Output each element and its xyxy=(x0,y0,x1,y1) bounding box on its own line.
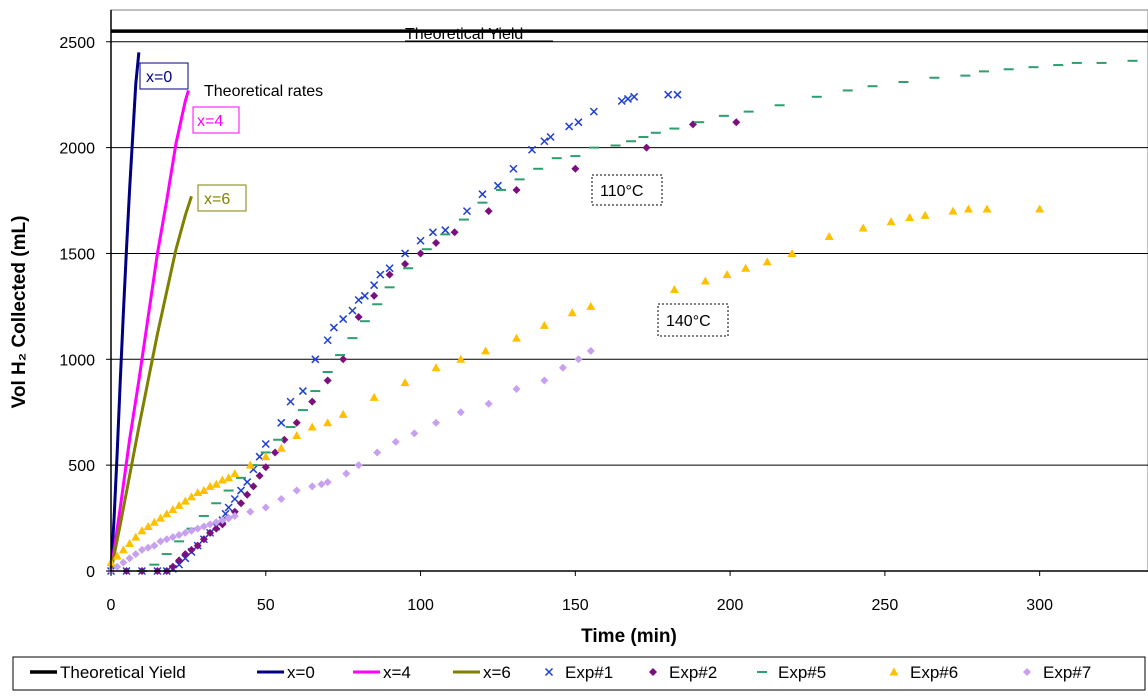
y-tick-label: 1000 xyxy=(59,352,95,369)
temp-110-label: 110°C xyxy=(600,183,643,200)
x-tick-label: 0 xyxy=(107,597,116,614)
theoretical-yield-label: Theoretical Yield xyxy=(405,26,523,43)
x-axis-title: Time (min) xyxy=(581,626,677,647)
legend: Theoretical Yield x=0 x=4 x=6 Exp#1 Exp#2 Exp#… xyxy=(13,657,1145,690)
x0-label: x=0 xyxy=(146,69,172,86)
legend-label: Exp#7 xyxy=(1043,663,1091,682)
y-tick-label: 2000 xyxy=(59,141,95,158)
y-tick-label: 1500 xyxy=(59,246,95,263)
x4-label: x=4 xyxy=(197,113,223,130)
legend-label: Exp#2 xyxy=(669,663,717,682)
x-tick-label: 100 xyxy=(407,597,434,614)
legend-label: x=0 xyxy=(287,663,315,682)
legend-label: Exp#5 xyxy=(778,663,826,682)
theoretical-rates-label: Theoretical rates xyxy=(204,83,323,100)
y-tick-label: 2500 xyxy=(59,35,95,52)
y-tick-label: 0 xyxy=(86,564,95,581)
legend-label: x=6 xyxy=(483,663,511,682)
x-tick-label: 150 xyxy=(562,597,589,614)
temp-140-label: 140°C xyxy=(666,313,711,330)
x-tick-label: 200 xyxy=(717,597,744,614)
x6-label: x=6 xyxy=(204,191,230,208)
y-tick-label: 500 xyxy=(68,458,95,475)
y-axis-title: Vol H₂ Collected (mL) xyxy=(9,216,30,409)
x-tick-label: 300 xyxy=(1026,597,1053,614)
x-tick-label: 250 xyxy=(872,597,899,614)
legend-label: Theoretical Yield xyxy=(60,663,186,682)
legend-label: x=4 xyxy=(383,663,411,682)
x-tick-label: 50 xyxy=(257,597,275,614)
legend-label: Exp#1 xyxy=(565,663,613,682)
legend-label: Exp#6 xyxy=(910,663,958,682)
